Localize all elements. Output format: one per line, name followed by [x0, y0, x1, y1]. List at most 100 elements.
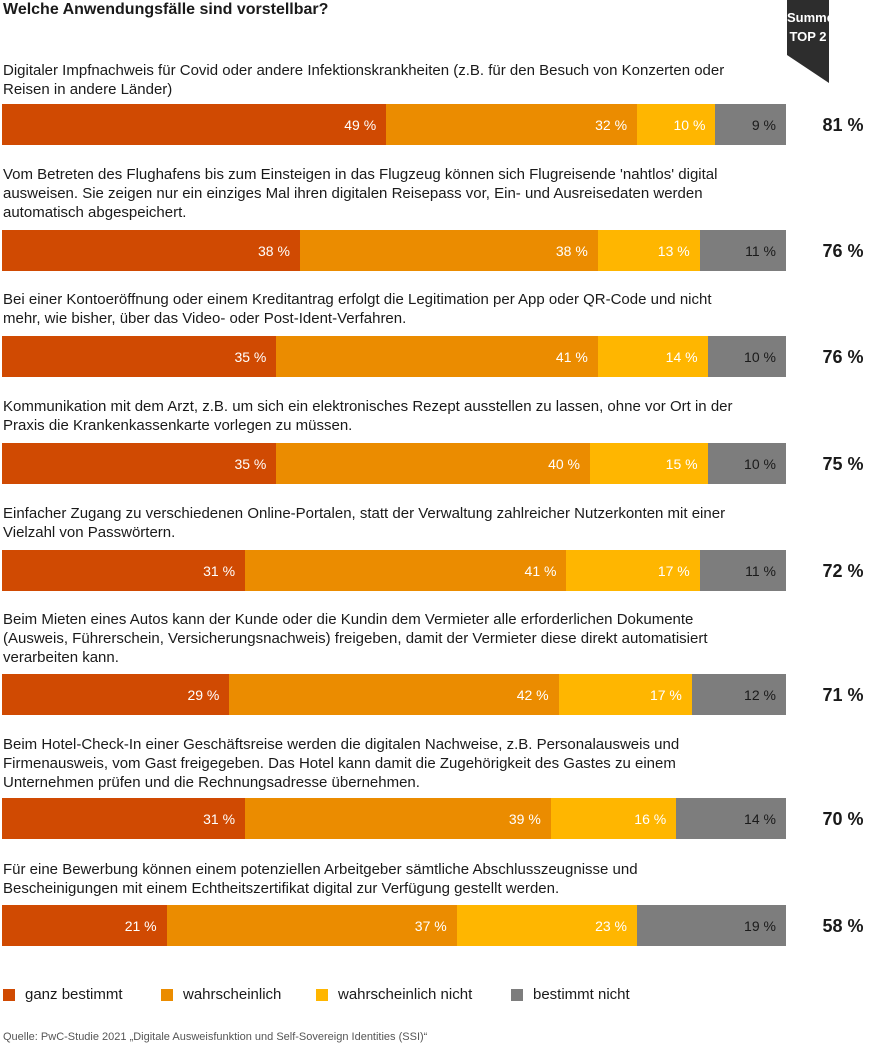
legend-label: wahrscheinlich nicht — [338, 986, 473, 1003]
top2-total: 76 % — [822, 241, 864, 261]
bar-segment-ganz-bestimmt: 31 % — [2, 550, 246, 591]
bar-segment-bestimmt-nicht: 11 % — [699, 230, 786, 271]
top2-total: 72 % — [822, 561, 864, 581]
segment-value-label: 21 % — [124, 917, 157, 934]
bar-segment-bestimmt-nicht: 11 % — [699, 550, 786, 591]
bar-segment-wahrscheinlich-nicht: 23 % — [456, 905, 638, 946]
legend-item-wahrscheinlich-nicht: wahrscheinlich nicht — [316, 986, 472, 1003]
top2-total: 58 % — [822, 916, 864, 936]
row-label: Einfacher Zugang zu verschiedenen Online… — [3, 505, 726, 541]
stacked-bar: 31 % 41 % 17 % 11 % — [2, 550, 786, 591]
bar-segment-ganz-bestimmt: 38 % — [2, 230, 300, 271]
row-label: Für eine Bewerbung können einem potenzie… — [3, 861, 638, 897]
bar-segment-wahrscheinlich-nicht: 13 % — [597, 230, 700, 271]
segment-value-label: 31 % — [203, 810, 236, 827]
segment-value-label: 41 % — [555, 348, 588, 365]
segment-value-label: 10 % — [744, 455, 776, 472]
stacked-bar: 38 % 38 % 13 % 11 % — [2, 230, 786, 271]
legend: ganz bestimmt wahrscheinlich wahrscheinl… — [0, 986, 885, 1006]
legend-item-wahrscheinlich: wahrscheinlich — [161, 986, 281, 1003]
badge-shape — [787, 0, 829, 83]
bar-segment-wahrscheinlich: 40 % — [276, 443, 590, 484]
bar-segment-ganz-bestimmt: 35 % — [2, 336, 277, 377]
segment-value-label: 35 % — [234, 455, 267, 472]
bar-segment-wahrscheinlich-nicht: 17 % — [566, 550, 700, 591]
bar-segment-bestimmt-nicht: 12 % — [691, 674, 786, 715]
segment-value-label: 13 % — [657, 242, 690, 259]
segment-value-label: 15 % — [665, 455, 698, 472]
segment-value-label: 19 % — [744, 917, 776, 934]
segment-value-label: 32 % — [595, 116, 628, 133]
bar-segment-wahrscheinlich: 41 % — [276, 336, 598, 377]
badge-line1: Summe — [787, 10, 834, 25]
top2-total: 75 % — [822, 454, 864, 474]
segment-value-label: 17 % — [657, 562, 690, 579]
top2-badge: Summe TOP 2 — [787, 0, 834, 83]
bar-segment-wahrscheinlich-nicht: 16 % — [550, 798, 677, 839]
stacked-bar: 49 % 32 % 10 % 9 % — [2, 104, 786, 145]
badge-line2: TOP 2 — [789, 29, 827, 44]
top2-total: 71 % — [822, 685, 864, 705]
segment-value-label: 37 % — [414, 917, 447, 934]
legend-swatch — [511, 988, 523, 1001]
row-label: Digitaler Impfnachweis für Covid oder an… — [3, 62, 725, 98]
bar-segment-wahrscheinlich: 42 % — [229, 674, 559, 715]
bar-segment-wahrscheinlich: 39 % — [245, 798, 551, 839]
segment-value-label: 23 % — [595, 917, 628, 934]
bar-segment-ganz-bestimmt: 35 % — [2, 443, 277, 484]
stacked-bar: 31 % 39 % 16 % 14 % — [2, 798, 786, 839]
bar-segment-bestimmt-nicht: 10 % — [707, 336, 786, 377]
bar-segment-wahrscheinlich: 37 % — [166, 905, 457, 946]
bar-segment-wahrscheinlich: 32 % — [386, 104, 638, 145]
row-label: Beim Hotel-Check-In einer Geschäftsreise… — [3, 736, 680, 791]
source-note: Quelle: PwC-Studie 2021 „Digitale Auswei… — [3, 1031, 428, 1043]
segment-value-label: 10 % — [744, 348, 776, 365]
bar-segment-bestimmt-nicht: 9 % — [715, 104, 786, 145]
row-label: Bei einer Kontoeröffnung oder einem Kred… — [3, 291, 712, 327]
row-label: Beim Mieten eines Autos kann der Kunde o… — [3, 611, 708, 666]
bar-segment-bestimmt-nicht: 19 % — [637, 905, 786, 946]
segment-value-label: 12 % — [744, 686, 776, 703]
segment-value-label: 38 % — [257, 242, 290, 259]
segment-value-label: 11 % — [745, 242, 776, 259]
top2-total: 81 % — [822, 115, 864, 135]
segment-value-label: 42 % — [516, 686, 549, 703]
bar-segment-bestimmt-nicht: 14 % — [676, 798, 786, 839]
segment-value-label: 14 % — [665, 348, 698, 365]
segment-value-label: 35 % — [234, 348, 267, 365]
segment-value-label: 41 % — [524, 562, 557, 579]
stacked-bar: 35 % 40 % 15 % 10 % — [2, 443, 786, 484]
bar-segment-ganz-bestimmt: 49 % — [2, 104, 387, 145]
bar-segment-wahrscheinlich-nicht: 10 % — [637, 104, 716, 145]
segment-value-label: 17 % — [649, 686, 682, 703]
bar-segment-wahrscheinlich: 41 % — [245, 550, 567, 591]
segment-value-label: 38 % — [555, 242, 588, 259]
segment-value-label: 11 % — [745, 562, 776, 579]
legend-label: bestimmt nicht — [533, 986, 630, 1003]
segment-value-label: 40 % — [548, 455, 580, 472]
stacked-bar: 21 % 37 % 23 % 19 % — [2, 905, 786, 946]
stacked-bar: 29 % 42 % 17 % 12 % — [2, 674, 786, 715]
legend-swatch — [161, 988, 173, 1001]
top2-total: 76 % — [822, 347, 864, 367]
bar-segment-wahrscheinlich-nicht: 14 % — [597, 336, 708, 377]
segment-value-label: 16 % — [634, 810, 667, 827]
segment-value-label: 49 % — [344, 116, 377, 133]
bar-segment-wahrscheinlich: 38 % — [299, 230, 598, 271]
segment-value-label: 10 % — [673, 116, 706, 133]
bar-segment-ganz-bestimmt: 29 % — [2, 674, 230, 715]
legend-swatch — [3, 988, 15, 1001]
bar-segment-bestimmt-nicht: 10 % — [707, 443, 786, 484]
legend-label: ganz bestimmt — [25, 986, 123, 1003]
chart-title: Welche Anwendungsfälle sind vorstellbar? — [3, 1, 329, 18]
row-label: Vom Betreten des Flughafens bis zum Eins… — [3, 166, 718, 221]
top2-total: 70 % — [822, 809, 864, 829]
segment-value-label: 9 % — [751, 116, 776, 133]
legend-label: wahrscheinlich — [183, 986, 282, 1003]
legend-item-bestimmt-nicht: bestimmt nicht — [511, 986, 630, 1003]
bar-segment-wahrscheinlich-nicht: 17 % — [558, 674, 692, 715]
bar-segment-ganz-bestimmt: 21 % — [2, 905, 167, 946]
segment-value-label: 14 % — [744, 810, 776, 827]
legend-swatch — [316, 988, 328, 1001]
bar-segment-ganz-bestimmt: 31 % — [2, 798, 246, 839]
